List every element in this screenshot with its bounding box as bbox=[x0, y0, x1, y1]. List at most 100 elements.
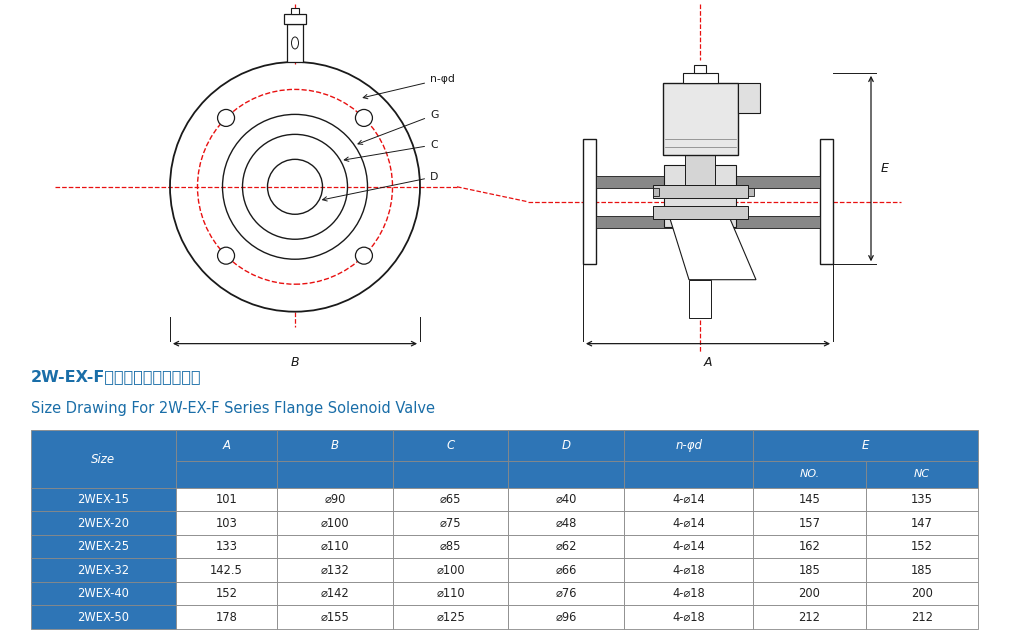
Text: 4-⌀18: 4-⌀18 bbox=[672, 611, 704, 623]
Text: 2W-EX-F系列法兰电磁阀尺寸图: 2W-EX-F系列法兰电磁阀尺寸图 bbox=[31, 369, 201, 384]
Bar bbox=[277, 582, 392, 605]
Bar bbox=[283, 14, 306, 24]
Text: E: E bbox=[861, 439, 868, 452]
Bar bbox=[688, 280, 710, 317]
Bar bbox=[624, 431, 752, 461]
Bar bbox=[392, 535, 507, 558]
Bar bbox=[752, 605, 865, 629]
Text: ⌀75: ⌀75 bbox=[439, 516, 461, 530]
Text: 133: 133 bbox=[215, 540, 237, 553]
Text: 200: 200 bbox=[910, 587, 932, 600]
Text: B: B bbox=[331, 439, 338, 452]
Bar bbox=[865, 535, 977, 558]
Text: ⌀76: ⌀76 bbox=[555, 587, 577, 600]
Bar bbox=[865, 488, 977, 511]
Bar bbox=[624, 461, 752, 488]
Text: B: B bbox=[290, 356, 299, 369]
Bar bbox=[595, 216, 819, 228]
Text: 4-⌀14: 4-⌀14 bbox=[672, 516, 704, 530]
Bar bbox=[865, 582, 977, 605]
Bar bbox=[624, 558, 752, 582]
Text: ⌀66: ⌀66 bbox=[555, 563, 577, 576]
Bar bbox=[175, 488, 277, 511]
Text: ⌀85: ⌀85 bbox=[439, 540, 461, 553]
Text: E: E bbox=[880, 162, 888, 175]
Ellipse shape bbox=[355, 109, 372, 127]
Bar bbox=[752, 461, 865, 488]
Text: C: C bbox=[446, 439, 454, 452]
Bar bbox=[752, 582, 865, 605]
Text: n-φd: n-φd bbox=[363, 74, 454, 99]
Text: 2WEX-20: 2WEX-20 bbox=[77, 516, 129, 530]
Bar bbox=[685, 155, 714, 185]
Bar bbox=[624, 535, 752, 558]
Text: A: A bbox=[703, 356, 711, 369]
Bar bbox=[652, 185, 747, 198]
Bar bbox=[277, 511, 392, 535]
Text: 162: 162 bbox=[798, 540, 819, 553]
Bar bbox=[652, 206, 747, 219]
Bar bbox=[175, 605, 277, 629]
Bar bbox=[507, 558, 624, 582]
Text: 103: 103 bbox=[215, 516, 237, 530]
Bar bbox=[507, 535, 624, 558]
Bar bbox=[752, 431, 977, 461]
Text: ⌀110: ⌀110 bbox=[321, 540, 350, 553]
Bar bbox=[624, 488, 752, 511]
Bar bbox=[175, 535, 277, 558]
Text: 152: 152 bbox=[215, 587, 237, 600]
Text: 212: 212 bbox=[798, 611, 819, 623]
Bar bbox=[175, 582, 277, 605]
Bar bbox=[31, 582, 175, 605]
Text: 152: 152 bbox=[910, 540, 932, 553]
Bar bbox=[662, 83, 737, 155]
Text: 185: 185 bbox=[798, 563, 819, 576]
Text: 101: 101 bbox=[215, 493, 237, 506]
Bar bbox=[624, 511, 752, 535]
Text: 4-⌀14: 4-⌀14 bbox=[672, 540, 704, 553]
Text: 2WEX-50: 2WEX-50 bbox=[77, 611, 129, 623]
Bar bbox=[392, 511, 507, 535]
Text: NC: NC bbox=[913, 469, 929, 480]
Bar bbox=[175, 558, 277, 582]
Bar bbox=[277, 558, 392, 582]
Text: C: C bbox=[344, 140, 437, 162]
Text: 4-⌀18: 4-⌀18 bbox=[672, 587, 704, 600]
Text: 147: 147 bbox=[910, 516, 932, 530]
Bar bbox=[747, 188, 753, 197]
Text: ⌀132: ⌀132 bbox=[320, 563, 350, 576]
Bar bbox=[31, 558, 175, 582]
Bar bbox=[752, 488, 865, 511]
Ellipse shape bbox=[355, 247, 372, 264]
Bar bbox=[507, 431, 624, 461]
Text: ⌀100: ⌀100 bbox=[436, 563, 465, 576]
Ellipse shape bbox=[217, 109, 234, 127]
Bar bbox=[865, 605, 977, 629]
Text: 2WEX-32: 2WEX-32 bbox=[76, 563, 129, 576]
Text: ⌀65: ⌀65 bbox=[439, 493, 461, 506]
Bar bbox=[752, 558, 865, 582]
Bar bbox=[277, 535, 392, 558]
Text: ⌀62: ⌀62 bbox=[555, 540, 577, 553]
Text: ⌀110: ⌀110 bbox=[436, 587, 465, 600]
Bar bbox=[507, 461, 624, 488]
Bar bbox=[507, 511, 624, 535]
Bar bbox=[624, 605, 752, 629]
Bar bbox=[277, 605, 392, 629]
Text: 2WEX-40: 2WEX-40 bbox=[77, 587, 128, 600]
Bar bbox=[737, 83, 759, 113]
Text: ⌀100: ⌀100 bbox=[321, 516, 350, 530]
Bar bbox=[595, 176, 819, 188]
Text: D: D bbox=[322, 172, 438, 201]
Bar bbox=[31, 431, 175, 488]
Text: 145: 145 bbox=[798, 493, 819, 506]
Text: Size Drawing For 2W-EX-F Series Flange Solenoid Valve: Size Drawing For 2W-EX-F Series Flange S… bbox=[31, 401, 434, 416]
Bar bbox=[819, 139, 833, 264]
Bar bbox=[392, 558, 507, 582]
Bar bbox=[752, 511, 865, 535]
Text: Size: Size bbox=[91, 453, 115, 466]
Text: G: G bbox=[358, 110, 438, 144]
Text: ⌀155: ⌀155 bbox=[320, 611, 350, 623]
Bar bbox=[31, 535, 175, 558]
Bar bbox=[290, 8, 299, 14]
